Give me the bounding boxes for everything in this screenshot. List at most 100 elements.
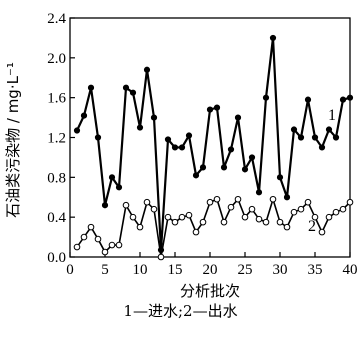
series-2-point [94, 235, 102, 243]
x-tick-label: 15 [168, 262, 183, 278]
series-1-point [248, 154, 256, 161]
series-2-point [234, 195, 242, 203]
series-1-point [283, 194, 291, 201]
series-1-point [171, 144, 179, 151]
x-tick-label: 10 [133, 262, 148, 278]
series-1-point [94, 134, 102, 141]
x-tick-label: 30 [273, 262, 288, 278]
y-tick-label: 2.0 [47, 51, 66, 67]
series-2-point [129, 213, 137, 221]
series-1-point [150, 114, 158, 121]
series-1-line [76, 37, 351, 251]
series-1-point [199, 164, 207, 171]
series-2-point [87, 223, 95, 231]
series-1-point [108, 174, 116, 181]
series-2-point [178, 213, 186, 221]
x-tick-label: 25 [238, 262, 253, 278]
series-2-point [171, 218, 179, 226]
series-2-point [80, 233, 88, 241]
x-tick-label: 5 [101, 262, 109, 278]
chart-caption: 1—进水;2—出水 [123, 302, 238, 320]
x-axis-label: 分析批次 [180, 282, 240, 300]
series-1-point [192, 172, 200, 179]
series-2-point [136, 223, 144, 231]
series-2-point [73, 243, 81, 251]
series-2-point [122, 201, 130, 209]
series-2-point [150, 205, 158, 213]
series-1-point [339, 96, 347, 103]
series-1-point [262, 94, 270, 101]
series-2-point [101, 248, 109, 256]
series-2-point [115, 241, 123, 249]
series-2-point [346, 198, 354, 206]
series-1-point [87, 84, 95, 91]
series-2-point [255, 215, 263, 223]
series-2-point [213, 195, 221, 203]
y-tick-label: 0.8 [47, 170, 66, 186]
series-2-point [304, 198, 312, 206]
y-tick-label: 1.2 [47, 131, 66, 147]
series-2-point [276, 218, 284, 226]
series-1-point [269, 34, 277, 42]
series-1-point [101, 202, 109, 209]
y-tick-label: 2.4 [47, 11, 66, 27]
series-2-point [108, 241, 116, 249]
series-1-point [143, 66, 151, 73]
series-1-point [234, 114, 242, 121]
series-1-point [332, 134, 340, 141]
y-axis-label: 石油类污染物 / mg·L⁻¹ [4, 62, 22, 218]
series-1-point [304, 96, 312, 103]
y-tick-label: 0.4 [47, 210, 66, 226]
series-1-point [220, 164, 228, 171]
series-2-point [192, 228, 200, 236]
series-1-label: 1 [328, 107, 336, 124]
series-1-point [73, 127, 81, 134]
series-2-point [269, 195, 277, 203]
series-2-point [157, 253, 165, 261]
series-1-point [297, 134, 305, 141]
series-1-point [178, 144, 186, 151]
series-1-point [311, 134, 319, 141]
series-2-point [220, 218, 228, 226]
series-2-point [325, 213, 333, 221]
series-2-label: 2 [308, 218, 316, 235]
series-1-point [164, 136, 172, 143]
series-2-point [227, 203, 235, 211]
series-2-point [318, 228, 326, 236]
series-1-point [115, 184, 123, 191]
series-2-point [241, 213, 249, 221]
series-2-point [248, 205, 256, 213]
y-tick-label: 1.6 [47, 91, 66, 107]
series-1-point [241, 166, 249, 173]
series-1-point [122, 84, 130, 91]
series-2-point [206, 198, 214, 206]
series-1-point [206, 106, 214, 113]
series-1-point [255, 189, 263, 196]
series-1-point [276, 174, 284, 181]
series-2-point [311, 213, 319, 221]
series-2-point [199, 218, 207, 226]
series-2-point [339, 205, 347, 213]
series-1-point [325, 126, 333, 133]
series-group [73, 34, 354, 261]
series-2-point [185, 211, 193, 219]
x-tick-label: 35 [308, 262, 323, 278]
series-2-point [164, 213, 172, 221]
y-tick-label: 0.0 [47, 250, 66, 266]
series-1-point [213, 104, 221, 111]
series-1-point [80, 112, 88, 119]
series-2-point [332, 208, 340, 216]
x-tick-label: 40 [343, 262, 358, 278]
series-1-point [227, 146, 235, 153]
series-1-point [129, 89, 137, 96]
axis-ticks: 0 5 10 15 20 25 30 35 40 0.0 0.4 0.8 1.2 1.6 2.0 2.4 [47, 11, 357, 278]
x-tick-label: 0 [66, 262, 74, 278]
series-1-point [318, 144, 326, 151]
series-1-point [185, 132, 193, 139]
series-1-point [290, 126, 298, 133]
series-2-line [76, 196, 351, 258]
x-tick-label: 20 [203, 262, 218, 278]
series-2-point [283, 223, 291, 231]
series-1-point [136, 124, 144, 131]
